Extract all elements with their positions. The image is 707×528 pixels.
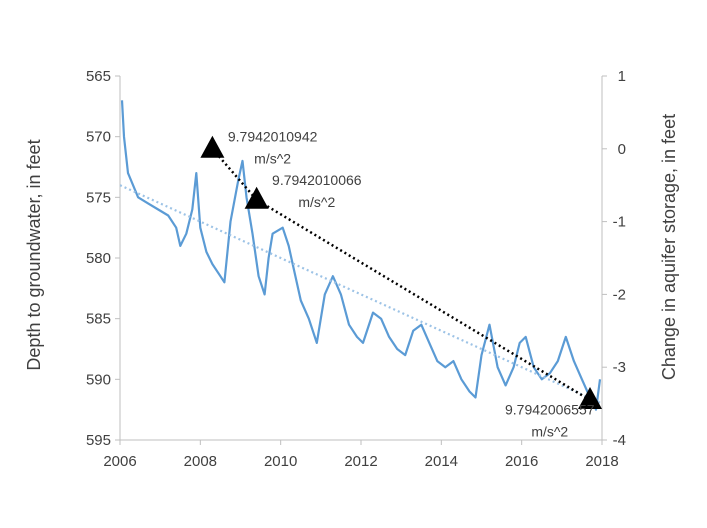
series-layer <box>119 100 603 411</box>
y-tick-label: 590 <box>86 371 111 388</box>
storage-line <box>211 147 591 402</box>
annotations: 9.7942010942 m/s^29.7942010066 m/s^29.7942… <box>228 129 595 440</box>
x-tick-label: 2018 <box>585 453 618 470</box>
y-tick-label: 575 <box>86 189 111 206</box>
y2-tick-label: -3 <box>613 359 626 376</box>
storage-point <box>200 135 225 158</box>
axes <box>115 75 607 445</box>
x-tick-label: 2010 <box>264 453 297 470</box>
tick-labels: 2006 2008 2010 2012 2014 2016 2018 565 570 575 580… <box>86 68 626 470</box>
y-tick-label: 580 <box>86 250 111 267</box>
data-label-line: 9.7942010942 <box>228 129 318 145</box>
data-label-line: 9.7942010066 <box>272 172 362 188</box>
x-tick-label: 2016 <box>505 453 538 470</box>
data-label-line: m/s^2 <box>531 424 568 440</box>
y2-tick-label: -1 <box>613 214 626 231</box>
depth-series-line <box>120 100 602 411</box>
y2-axis-title: Change in aquifer storage, in feet <box>659 114 679 380</box>
storage-point <box>578 387 602 409</box>
x-tick-label: 2012 <box>344 453 377 470</box>
data-label: 9.7942010066 m/s^2 <box>272 172 362 210</box>
y2-tick-label: -2 <box>613 286 626 303</box>
y2-tick-label: -4 <box>613 432 626 449</box>
data-label-line: 9.7942006557 <box>505 402 595 418</box>
y-axis-title: Depth to groundwater, in feet <box>24 139 44 370</box>
y2-tick-label: 0 <box>618 141 626 158</box>
y-tick-label: 570 <box>86 129 111 146</box>
x-tick-label: 2008 <box>184 453 217 470</box>
y-tick-label: 595 <box>86 432 111 449</box>
depth-trend-line <box>119 184 603 405</box>
data-label: 9.7942010942 m/s^2 <box>228 129 318 167</box>
data-label: 9.7942006557 m/s^2 <box>505 402 595 440</box>
y-tick-label: 565 <box>86 68 111 85</box>
storage-point <box>244 186 269 209</box>
data-label-line: m/s^2 <box>298 194 335 210</box>
y-tick-label: 585 <box>86 311 111 328</box>
y2-tick-label: 1 <box>618 68 626 85</box>
x-tick-label: 2006 <box>103 453 136 470</box>
data-label-line: m/s^2 <box>254 151 291 167</box>
x-tick-label: 2014 <box>425 453 458 470</box>
axis-titles: Depth to groundwater, in feet Change in … <box>24 114 679 380</box>
